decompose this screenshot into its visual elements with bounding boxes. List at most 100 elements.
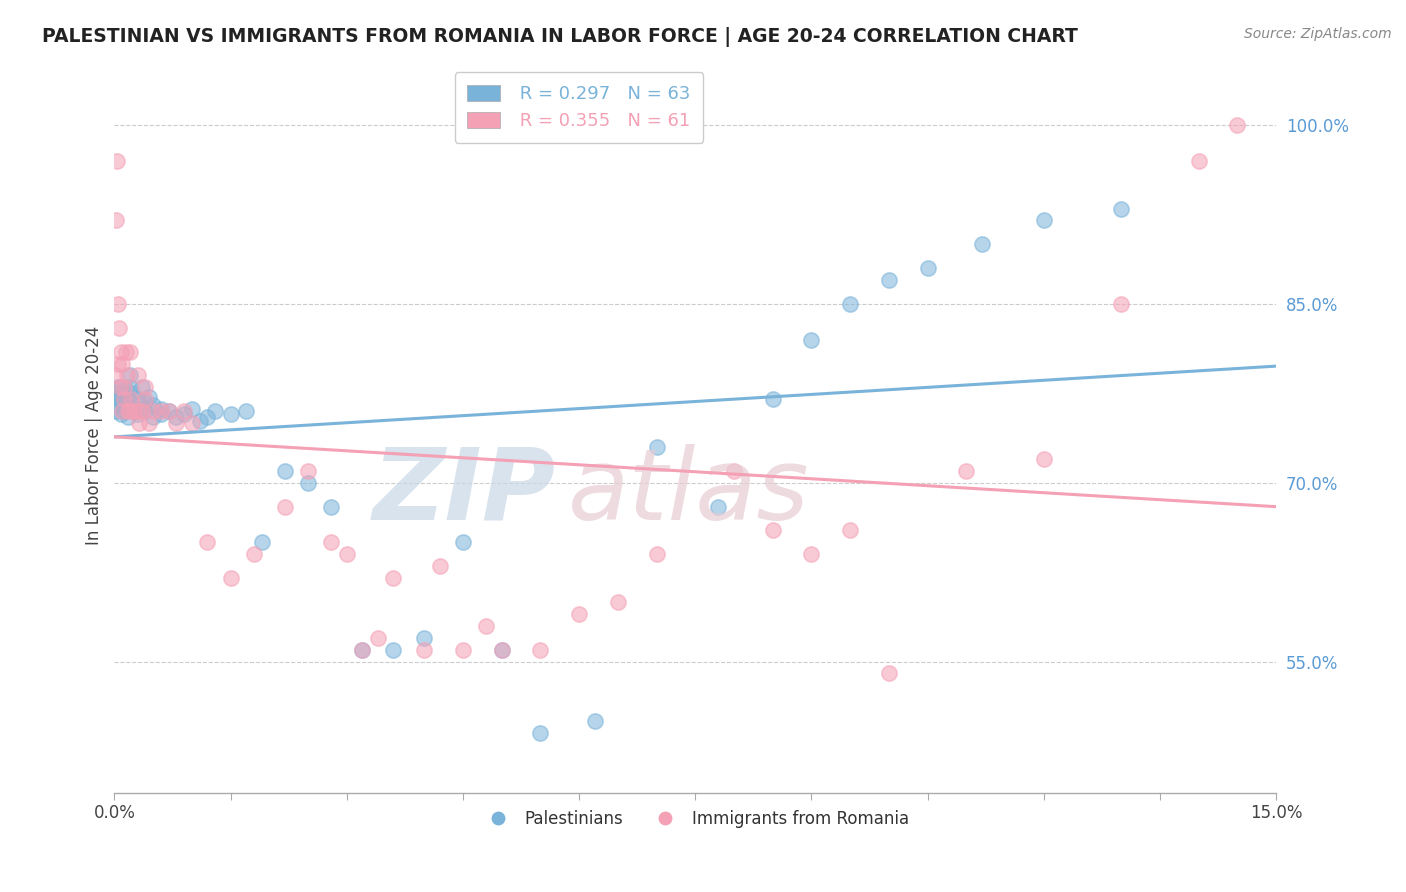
Point — [107, 380, 129, 394]
Point — [127, 392, 149, 407]
Point — [131, 404, 153, 418]
Point — [1226, 118, 1249, 132]
Point — [118, 368, 141, 383]
Point — [138, 390, 160, 404]
Point — [451, 535, 474, 549]
Point — [274, 500, 297, 514]
Point — [115, 344, 138, 359]
Point — [111, 357, 134, 371]
Point — [112, 404, 135, 418]
Point — [367, 631, 389, 645]
Point — [142, 404, 165, 418]
Point — [104, 404, 127, 418]
Point — [219, 407, 242, 421]
Point — [117, 401, 139, 416]
Point — [142, 410, 165, 425]
Point — [110, 344, 132, 359]
Point — [128, 401, 150, 416]
Point — [122, 404, 145, 418]
Point — [839, 524, 862, 538]
Point — [120, 392, 142, 407]
Point — [606, 595, 628, 609]
Point — [188, 414, 211, 428]
Point — [1188, 153, 1211, 168]
Point — [645, 547, 668, 561]
Point — [451, 642, 474, 657]
Text: PALESTINIAN VS IMMIGRANTS FROM ROMANIA IN LABOR FORCE | AGE 20-24 CORRELATION CH: PALESTINIAN VS IMMIGRANTS FROM ROMANIA I… — [42, 27, 1078, 46]
Point — [110, 407, 132, 421]
Point — [723, 464, 745, 478]
Point — [970, 237, 993, 252]
Point — [117, 404, 139, 418]
Point — [529, 726, 551, 740]
Point — [134, 404, 156, 418]
Point — [105, 386, 128, 401]
Point — [115, 383, 138, 397]
Point — [1032, 451, 1054, 466]
Point — [568, 607, 591, 621]
Point — [297, 475, 319, 490]
Point — [114, 392, 136, 407]
Point — [173, 407, 195, 421]
Point — [127, 368, 149, 383]
Point — [105, 153, 128, 168]
Point — [475, 619, 498, 633]
Point — [118, 404, 141, 418]
Point — [121, 386, 143, 401]
Point — [219, 571, 242, 585]
Point — [235, 404, 257, 418]
Point — [117, 410, 139, 425]
Point — [115, 392, 138, 407]
Point — [138, 416, 160, 430]
Text: atlas: atlas — [568, 443, 808, 541]
Point — [142, 398, 165, 412]
Point — [413, 631, 436, 645]
Point — [111, 394, 134, 409]
Point — [165, 410, 187, 425]
Point — [180, 401, 202, 416]
Point — [877, 273, 900, 287]
Point — [107, 357, 129, 371]
Text: ZIP: ZIP — [373, 443, 555, 541]
Point — [382, 642, 405, 657]
Point — [114, 380, 136, 394]
Point — [149, 401, 172, 416]
Point — [108, 380, 131, 394]
Point — [336, 547, 359, 561]
Point — [134, 394, 156, 409]
Point — [134, 380, 156, 394]
Point — [118, 380, 141, 394]
Point — [110, 390, 132, 404]
Point — [321, 500, 343, 514]
Point — [112, 392, 135, 407]
Point — [157, 404, 180, 418]
Point — [157, 404, 180, 418]
Point — [127, 407, 149, 421]
Point — [413, 642, 436, 657]
Point — [115, 368, 138, 383]
Point — [204, 404, 226, 418]
Point — [762, 524, 785, 538]
Point — [149, 407, 172, 421]
Point — [165, 416, 187, 430]
Point — [180, 416, 202, 430]
Point — [429, 559, 451, 574]
Point — [839, 297, 862, 311]
Point — [122, 404, 145, 418]
Y-axis label: In Labor Force | Age 20-24: In Labor Force | Age 20-24 — [86, 326, 103, 545]
Point — [114, 398, 136, 412]
Point — [645, 440, 668, 454]
Point — [108, 320, 131, 334]
Point — [195, 535, 218, 549]
Point — [800, 547, 823, 561]
Point — [707, 500, 730, 514]
Point — [762, 392, 785, 407]
Point — [111, 404, 134, 418]
Point — [195, 410, 218, 425]
Point — [583, 714, 606, 728]
Point — [127, 404, 149, 418]
Point — [107, 392, 129, 407]
Point — [128, 416, 150, 430]
Point — [134, 392, 156, 407]
Point — [243, 547, 266, 561]
